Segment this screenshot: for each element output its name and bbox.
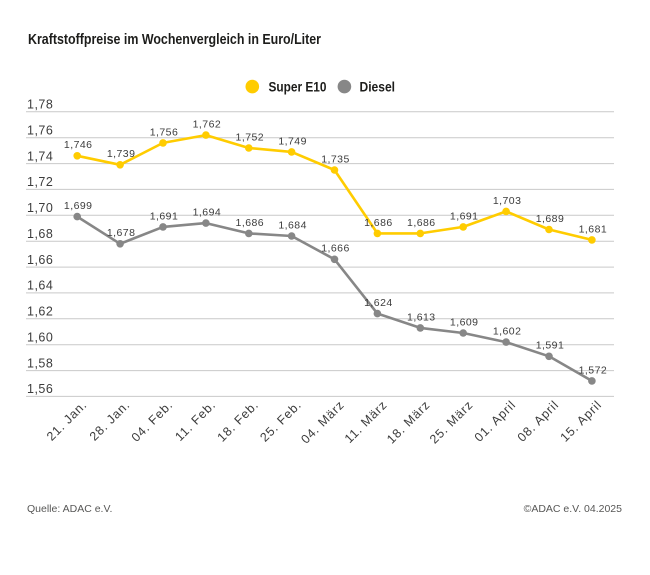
svg-text:1,64: 1,64 xyxy=(27,279,53,293)
svg-text:Quelle: ADAC e.V.: Quelle: ADAC e.V. xyxy=(27,503,112,515)
svg-text:1,60: 1,60 xyxy=(27,331,53,345)
svg-text:1,70: 1,70 xyxy=(27,201,53,215)
svg-text:1,691: 1,691 xyxy=(150,210,179,222)
svg-text:1,686: 1,686 xyxy=(364,217,393,229)
svg-text:1,678: 1,678 xyxy=(107,227,136,239)
svg-text:1,686: 1,686 xyxy=(407,217,436,229)
svg-text:1,68: 1,68 xyxy=(27,227,53,241)
svg-text:1,613: 1,613 xyxy=(407,311,436,323)
svg-text:1,684: 1,684 xyxy=(278,219,307,231)
svg-text:1,624: 1,624 xyxy=(364,297,393,309)
svg-text:1,699: 1,699 xyxy=(64,200,93,212)
svg-text:1,609: 1,609 xyxy=(450,316,479,328)
svg-text:1,56: 1,56 xyxy=(27,382,53,396)
svg-text:1,694: 1,694 xyxy=(193,207,222,219)
svg-text:1,572: 1,572 xyxy=(579,364,608,376)
svg-text:1,762: 1,762 xyxy=(193,119,222,131)
svg-text:1,72: 1,72 xyxy=(27,175,53,189)
svg-text:1,591: 1,591 xyxy=(536,340,565,352)
svg-text:1,703: 1,703 xyxy=(493,195,522,207)
svg-text:1,735: 1,735 xyxy=(321,153,350,165)
svg-text:1,756: 1,756 xyxy=(150,126,179,138)
svg-text:1,66: 1,66 xyxy=(27,253,53,267)
svg-text:1,689: 1,689 xyxy=(536,213,565,225)
svg-text:1,691: 1,691 xyxy=(450,210,479,222)
svg-text:1,686: 1,686 xyxy=(236,217,265,229)
svg-text:1,74: 1,74 xyxy=(27,149,53,163)
svg-text:Kraftstoffpreise im Wochenverg: Kraftstoffpreise im Wochenvergleich in E… xyxy=(28,32,321,48)
svg-text:©ADAC e.V. 04.2025: ©ADAC e.V. 04.2025 xyxy=(524,503,623,515)
svg-text:Diesel: Diesel xyxy=(360,80,396,95)
svg-text:1,602: 1,602 xyxy=(493,326,522,338)
svg-text:1,681: 1,681 xyxy=(579,223,608,235)
svg-text:1,62: 1,62 xyxy=(27,305,53,319)
svg-text:1,76: 1,76 xyxy=(27,124,53,138)
svg-text:Super E10: Super E10 xyxy=(269,80,327,95)
svg-text:1,752: 1,752 xyxy=(236,131,265,143)
svg-text:1,78: 1,78 xyxy=(27,98,53,112)
svg-text:1,739: 1,739 xyxy=(107,148,136,160)
svg-text:1,666: 1,666 xyxy=(321,243,350,255)
svg-text:1,749: 1,749 xyxy=(278,135,307,147)
svg-text:1,746: 1,746 xyxy=(64,139,93,151)
svg-text:1,58: 1,58 xyxy=(27,356,53,370)
